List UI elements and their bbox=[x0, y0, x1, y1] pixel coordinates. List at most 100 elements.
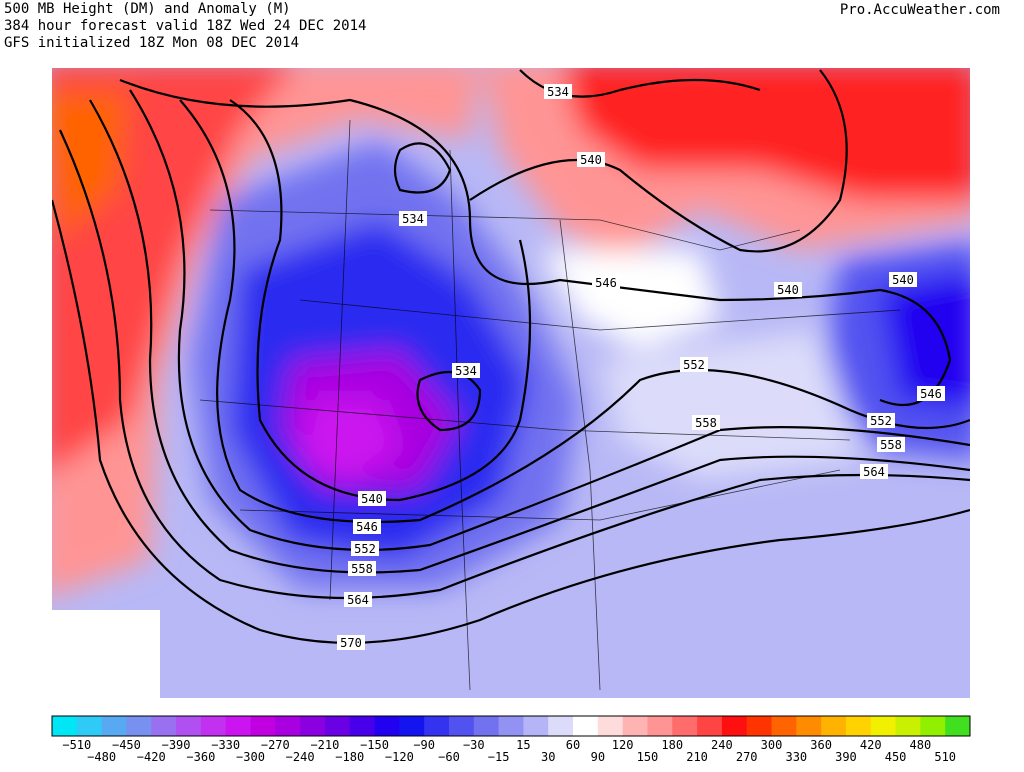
colorbar-swatch bbox=[697, 716, 723, 736]
contour-label-box bbox=[344, 592, 372, 607]
colorbar-label: 30 bbox=[541, 750, 555, 764]
colorbar-swatch bbox=[200, 716, 227, 736]
colorbar-label: 420 bbox=[860, 738, 882, 752]
colorbar-label: −510 bbox=[62, 738, 91, 752]
colorbar-swatch bbox=[548, 716, 574, 736]
colorbar-swatch bbox=[52, 716, 78, 736]
contour-label-box bbox=[860, 464, 888, 479]
colorbar-label: 480 bbox=[910, 738, 932, 752]
contour-label-box bbox=[353, 519, 381, 534]
colorbar-label: −360 bbox=[186, 750, 215, 764]
header-line: 500 MB Height (DM) and Anomaly (M) bbox=[4, 1, 291, 17]
colorbar-label: 300 bbox=[761, 738, 783, 752]
contour-label-box bbox=[544, 84, 572, 99]
contour-label: 540 bbox=[361, 492, 383, 506]
colorbar-swatch bbox=[895, 716, 921, 736]
contour-label: 558 bbox=[880, 438, 902, 452]
contour-label-box bbox=[680, 357, 708, 372]
contour-label-box bbox=[351, 541, 379, 556]
map-area bbox=[52, 68, 970, 698]
contour-label: 558 bbox=[695, 416, 717, 430]
contour-label: 540 bbox=[777, 283, 799, 297]
colorbar-swatch bbox=[746, 716, 773, 736]
colorbar-swatch bbox=[424, 716, 450, 736]
colorbar-label: −90 bbox=[413, 738, 435, 752]
colorbar-swatch bbox=[622, 716, 648, 736]
colorbar-label: 60 bbox=[566, 738, 580, 752]
contour-label: 552 bbox=[683, 358, 705, 372]
colorbar-swatch bbox=[399, 716, 425, 736]
colorbar-label: 450 bbox=[885, 750, 907, 764]
contour-label: 564 bbox=[347, 593, 369, 607]
contour-label: 534 bbox=[455, 364, 477, 378]
colorbar-swatch bbox=[821, 716, 847, 736]
height-contours bbox=[52, 69, 970, 644]
colorbar-swatch bbox=[523, 716, 549, 736]
colorbar-label: −450 bbox=[112, 738, 141, 752]
contour-label: 552 bbox=[870, 414, 892, 428]
colorbar-swatch bbox=[597, 716, 624, 736]
colorbar-swatch bbox=[498, 716, 524, 736]
colorbar-swatch bbox=[126, 716, 152, 736]
colorbar-swatch bbox=[151, 716, 177, 736]
colorbar-label: 390 bbox=[835, 750, 857, 764]
colorbar-frame bbox=[51, 715, 971, 737]
header-line: GFS initialized 18Z Mon 08 DEC 2014 bbox=[4, 35, 299, 51]
colorbar-label: −30 bbox=[463, 738, 485, 752]
contour-label-box bbox=[867, 413, 895, 428]
colorbar-swatch bbox=[573, 716, 599, 736]
colorbar-swatch bbox=[721, 716, 748, 736]
colorbar-label: 150 bbox=[637, 750, 659, 764]
colorbar-label: −330 bbox=[211, 738, 240, 752]
colorbar-swatch bbox=[250, 716, 276, 736]
contour-label-box bbox=[348, 561, 376, 576]
colorbar-label: 240 bbox=[711, 738, 733, 752]
colorbar-swatch bbox=[647, 716, 673, 736]
colorbar-swatch bbox=[473, 716, 500, 736]
colorbar-label: 90 bbox=[591, 750, 605, 764]
contour-label-box bbox=[877, 437, 905, 452]
contour-label: 534 bbox=[547, 85, 569, 99]
contour-label: 540 bbox=[892, 273, 914, 287]
colorbar-swatch bbox=[672, 716, 698, 736]
colorbar-label: 330 bbox=[785, 750, 807, 764]
contour-label: 552 bbox=[354, 542, 376, 556]
contour-label: 570 bbox=[340, 636, 362, 650]
contour-label-box bbox=[452, 363, 480, 378]
contour-label-box bbox=[577, 152, 605, 167]
contour-label-layer: 534 540 534 546 540 540 534 552 546 558 552 558 564 5… bbox=[337, 84, 945, 650]
contour-label-box bbox=[399, 211, 427, 226]
colorbar-swatch bbox=[796, 716, 822, 736]
colorbar-swatch bbox=[845, 716, 872, 736]
contour-label: 534 bbox=[402, 212, 424, 226]
contour-label-box bbox=[917, 386, 945, 401]
colorbar-swatch bbox=[324, 716, 351, 736]
contour-label-box bbox=[337, 635, 365, 650]
colorbar-swatch bbox=[920, 716, 946, 736]
header-line: 384 hour forecast valid 18Z Wed 24 DEC 2… bbox=[4, 18, 366, 34]
colorbar-label: −240 bbox=[286, 750, 315, 764]
colorbar-label: 180 bbox=[661, 738, 683, 752]
colorbar-label: −180 bbox=[335, 750, 364, 764]
contour-label-box bbox=[774, 282, 802, 297]
colorbar-swatch bbox=[76, 716, 103, 736]
colorbar-label: −120 bbox=[385, 750, 414, 764]
contour-label-box bbox=[358, 491, 386, 506]
colorbar: −510−480−450−420−390−360−330−300−270−240… bbox=[51, 715, 971, 764]
colorbar-swatch bbox=[101, 716, 127, 736]
colorbar-label: −420 bbox=[137, 750, 166, 764]
contour-label-box bbox=[692, 415, 720, 430]
colorbar-label: −300 bbox=[236, 750, 265, 764]
contour-label-box bbox=[889, 272, 917, 287]
colorbar-label: −150 bbox=[360, 738, 389, 752]
colorbar-label: −270 bbox=[261, 738, 290, 752]
source-credit: Pro.AccuWeather.com bbox=[840, 2, 1000, 18]
contour-label: 546 bbox=[595, 276, 617, 290]
colorbar-swatch bbox=[225, 716, 251, 736]
colorbar-label: −480 bbox=[87, 750, 116, 764]
colorbar-swatch bbox=[374, 716, 400, 736]
colorbar-label: −390 bbox=[162, 738, 191, 752]
colorbar-label: 120 bbox=[612, 738, 634, 752]
colorbar-label: 360 bbox=[810, 738, 832, 752]
